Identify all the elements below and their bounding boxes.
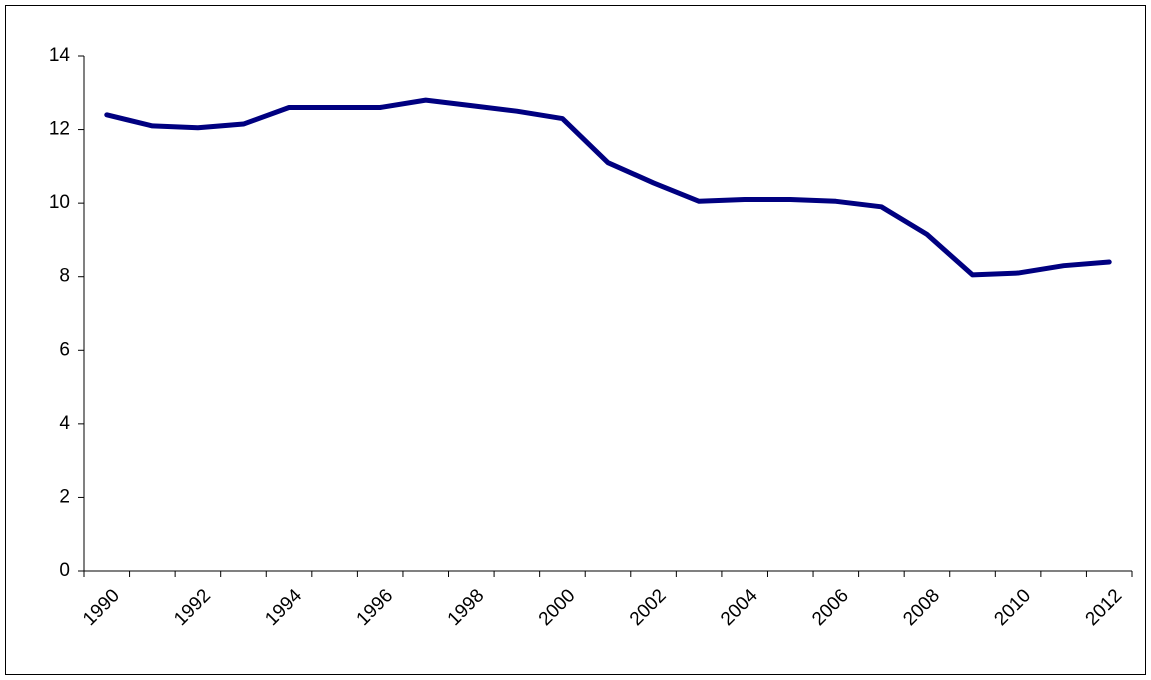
data-line <box>104 97 1112 278</box>
y-tick-label: 6 <box>59 339 70 360</box>
y-tick-label: 0 <box>59 560 70 581</box>
y-tick-label: 8 <box>59 266 70 287</box>
y-tick-label: 12 <box>49 119 70 140</box>
y-tick-label: 2 <box>59 486 70 507</box>
y-tick-label: 14 <box>49 45 71 66</box>
y-tick-label: 10 <box>49 192 70 213</box>
chart-frame <box>5 5 1146 675</box>
y-tick-label: 4 <box>59 413 70 434</box>
